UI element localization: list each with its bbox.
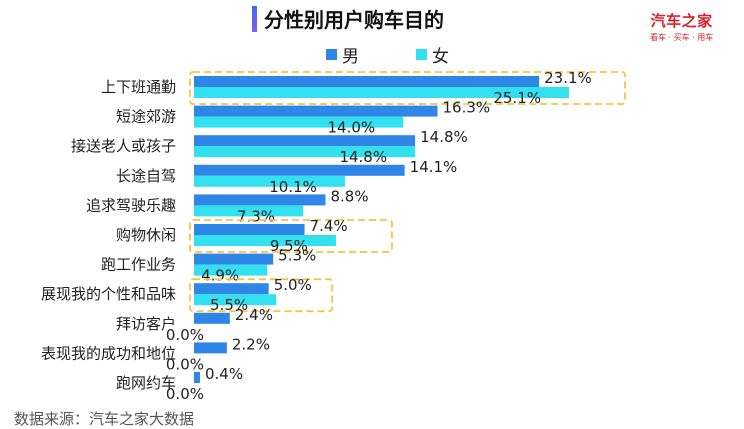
category-label: 接送老人或孩子 xyxy=(71,137,176,155)
data-label-female: 7.3% xyxy=(237,207,275,225)
data-label-male: 0.4% xyxy=(205,365,243,383)
data-label-female: 0.0% xyxy=(166,326,204,344)
category-label: 展现我的个性和品味 xyxy=(41,285,176,303)
bar-female xyxy=(194,294,277,306)
bar-female xyxy=(194,87,569,98)
data-label-female: 0.0% xyxy=(166,385,204,403)
bar-female xyxy=(194,205,304,217)
category-label: 跑网约车 xyxy=(116,374,176,392)
data-label-female: 4.9% xyxy=(201,267,239,285)
category-label: 追求驾驶乐趣 xyxy=(86,196,176,214)
highlight-box xyxy=(189,278,334,313)
bar-female xyxy=(194,264,268,276)
bar-male xyxy=(194,253,274,265)
bar-female xyxy=(194,175,345,187)
data-label-male: 14.1% xyxy=(410,158,458,176)
data-label-male: 8.8% xyxy=(330,187,368,205)
category-label: 短途郊游 xyxy=(116,108,176,126)
autohome-logo: 汽车之家 看车 · 买车 · 用车 xyxy=(650,10,713,43)
logo-text: 汽车之家 xyxy=(650,12,713,30)
category-label: 拜访客户 xyxy=(116,315,176,333)
data-label-male: 2.2% xyxy=(232,335,270,353)
legend-swatch-female xyxy=(416,49,427,60)
data-label-female: 5.5% xyxy=(210,296,248,314)
legend-item-female: 女 xyxy=(416,42,449,67)
highlight-box xyxy=(189,219,393,253)
data-label-male: 23.1% xyxy=(544,69,592,87)
data-label-female: 25.1% xyxy=(493,89,541,107)
bar-female xyxy=(194,235,336,246)
logo-tagline: 看车 · 买车 · 用车 xyxy=(650,33,714,42)
category-label: 表现我的成功和地位 xyxy=(41,344,176,362)
legend-swatch-male xyxy=(326,49,337,60)
category-label: 购物休闲 xyxy=(116,226,176,244)
category-label: 跑工作业务 xyxy=(101,256,176,274)
data-label-female: 9.5% xyxy=(270,237,308,255)
data-label-male: 2.4% xyxy=(235,306,273,324)
bar-female xyxy=(194,146,416,158)
category-label: 长途自驾 xyxy=(116,167,176,185)
data-label-male: 5.3% xyxy=(278,247,316,265)
bar-male xyxy=(194,283,269,295)
bar-female xyxy=(194,116,404,128)
bar-male xyxy=(194,164,405,176)
legend-item-male: 男 xyxy=(326,42,359,67)
bar-male xyxy=(194,135,416,147)
bar-male xyxy=(194,194,326,206)
data-label-male: 5.0% xyxy=(274,276,312,294)
bar-male xyxy=(194,105,438,117)
bar-male xyxy=(194,312,230,324)
data-source-note: 数据来源：汽车之家大数据 xyxy=(14,410,195,428)
legend-label-male: 男 xyxy=(342,47,359,67)
title-accent-bar xyxy=(252,6,257,32)
legend-label-female: 女 xyxy=(432,47,449,67)
data-label-female: 10.1% xyxy=(269,178,317,196)
category-label: 上下班通勤 xyxy=(101,78,176,96)
data-label-male: 7.4% xyxy=(310,217,348,235)
chart-title: 分性别用户购车目的 xyxy=(264,8,444,32)
highlight-box xyxy=(189,71,626,105)
data-label-female: 14.0% xyxy=(328,119,376,137)
bar-male xyxy=(194,76,540,87)
data-label-male: 16.3% xyxy=(443,99,491,117)
data-label-female: 14.8% xyxy=(339,148,387,166)
bar-male xyxy=(194,372,200,383)
data-label-female: 0.0% xyxy=(166,355,204,373)
bar-male xyxy=(194,342,227,354)
bar-male xyxy=(194,224,305,235)
data-label-male: 14.8% xyxy=(420,128,468,146)
